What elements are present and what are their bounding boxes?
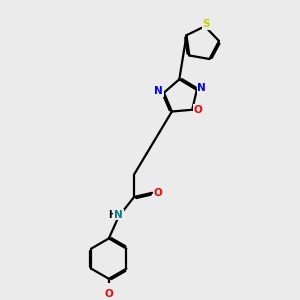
Text: N: N — [197, 83, 206, 93]
Text: S: S — [202, 19, 210, 29]
Text: O: O — [154, 188, 162, 198]
Text: N: N — [114, 210, 123, 220]
Text: H: H — [108, 210, 116, 220]
Text: O: O — [194, 105, 202, 115]
Text: O: O — [104, 289, 113, 299]
Text: N: N — [154, 86, 163, 96]
